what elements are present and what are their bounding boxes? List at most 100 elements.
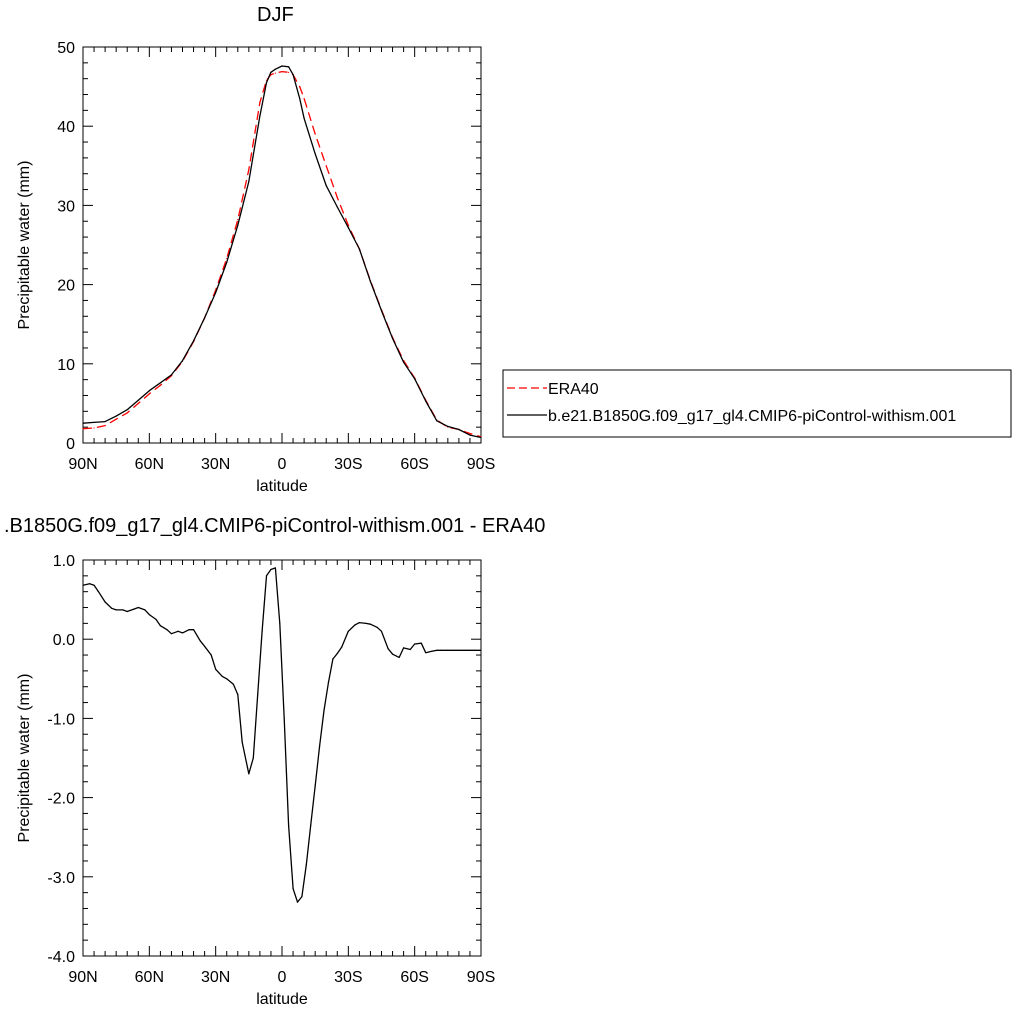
data-point-1 [270,71,272,73]
x-tick-label: 30S [334,456,362,473]
data-point-0 [403,647,405,649]
data-point-0 [347,224,349,226]
data-point-0 [469,649,471,651]
data-point-0 [166,629,168,631]
y-axis-label: Precipitable water (mm) [16,161,33,330]
data-point-0 [111,607,113,609]
data-point-0 [188,629,190,631]
data-point-0 [347,630,349,632]
data-point-0 [237,219,239,221]
data-point-0 [181,632,184,634]
data-point-1 [159,382,161,384]
data-point-1 [303,117,305,119]
data-point-0 [281,70,283,73]
data-point-1 [325,185,327,187]
x-tick-label: 30N [201,456,230,473]
data-point-0 [376,626,378,628]
plot-frame [82,46,482,444]
x-tick-label: 30S [334,969,362,986]
data-point-0 [409,648,411,651]
data-point-1 [403,361,405,363]
data-point-0 [480,649,482,651]
data-point-1 [480,436,482,439]
difference-chart: 90N 60N 30N 0 30S 60S 90S -4.0 -3.0 -2.0 -1.0 0.0 1.… [16,553,495,1008]
data-point-1 [226,261,228,264]
data-point-0 [414,643,416,645]
data-point-0 [226,678,228,680]
data-point-0 [248,773,250,775]
data-point-0 [221,675,223,678]
y-axis-label: Precipitable water (mm) [16,674,33,843]
data-point-0 [458,649,460,651]
x-tick-label: 60S [400,456,428,473]
data-point-0 [159,625,161,627]
data-point-0 [133,608,135,610]
y-tick-label: 20 [57,278,75,295]
data-point-1 [288,66,290,68]
data-point-0 [296,901,299,903]
y-tick-label: 0.0 [53,632,75,649]
data-point-0 [199,640,201,642]
data-point-0 [204,645,206,647]
data-point-0 [464,649,467,651]
data-point-0 [451,649,453,651]
data-point-0 [358,621,360,624]
legend-label: ERA40 [548,381,599,398]
data-point-0 [274,567,276,569]
x-tick-label: 30N [201,969,230,986]
series-line-0 [82,70,482,438]
data-point-1 [148,390,150,392]
data-point-0 [265,575,268,577]
legend-box [502,369,1012,438]
data-point-0 [436,649,438,651]
x-axis-label: latitude [256,991,308,1008]
data-point-0 [420,642,422,644]
data-point-0 [159,384,161,386]
data-point-1 [358,248,360,250]
x-tick-label: 90N [68,456,97,473]
y-tick-label: 30 [57,198,75,215]
data-point-1 [93,421,95,424]
data-point-0 [305,864,307,866]
y-tick-label: 50 [57,40,75,57]
data-point-0 [252,757,254,759]
data-point-0 [318,745,321,747]
data-point-0 [126,610,128,613]
data-point-1 [447,425,449,427]
data-point-1 [336,206,338,208]
data-point-1 [314,153,316,155]
data-point-0 [215,668,217,670]
data-point-1 [215,291,217,294]
data-point-0 [469,432,471,435]
data-point-1 [237,224,239,226]
x-axis-label: latitude [256,478,308,495]
data-point-0 [192,629,195,631]
data-point-1 [274,68,276,70]
data-point-0 [327,682,330,684]
data-point-0 [126,412,128,414]
y-tick-label: -2.0 [47,791,75,808]
data-point-1 [458,428,460,431]
x-tick-label: 0 [278,969,287,986]
data-point-0 [270,568,272,571]
x-tick-label: 90S [467,969,495,986]
y-tick-label: -3.0 [47,870,75,887]
data-point-0 [440,649,442,651]
data-point-0 [447,649,449,651]
data-point-1 [425,400,427,402]
data-point-0 [391,653,394,655]
data-point-0 [170,633,173,635]
data-point-0 [89,583,91,585]
data-point-0 [332,658,334,660]
y-tick-label: 1.0 [53,553,75,570]
x-tick-label: 60S [400,969,428,986]
data-point-0 [93,427,95,429]
data-point-1 [126,409,128,411]
data-point-0 [314,133,316,135]
x-tick-label: 90S [467,456,495,473]
data-point-0 [303,97,305,100]
data-point-1 [248,181,250,183]
data-point-0 [369,623,372,625]
data-point-0 [82,428,84,430]
